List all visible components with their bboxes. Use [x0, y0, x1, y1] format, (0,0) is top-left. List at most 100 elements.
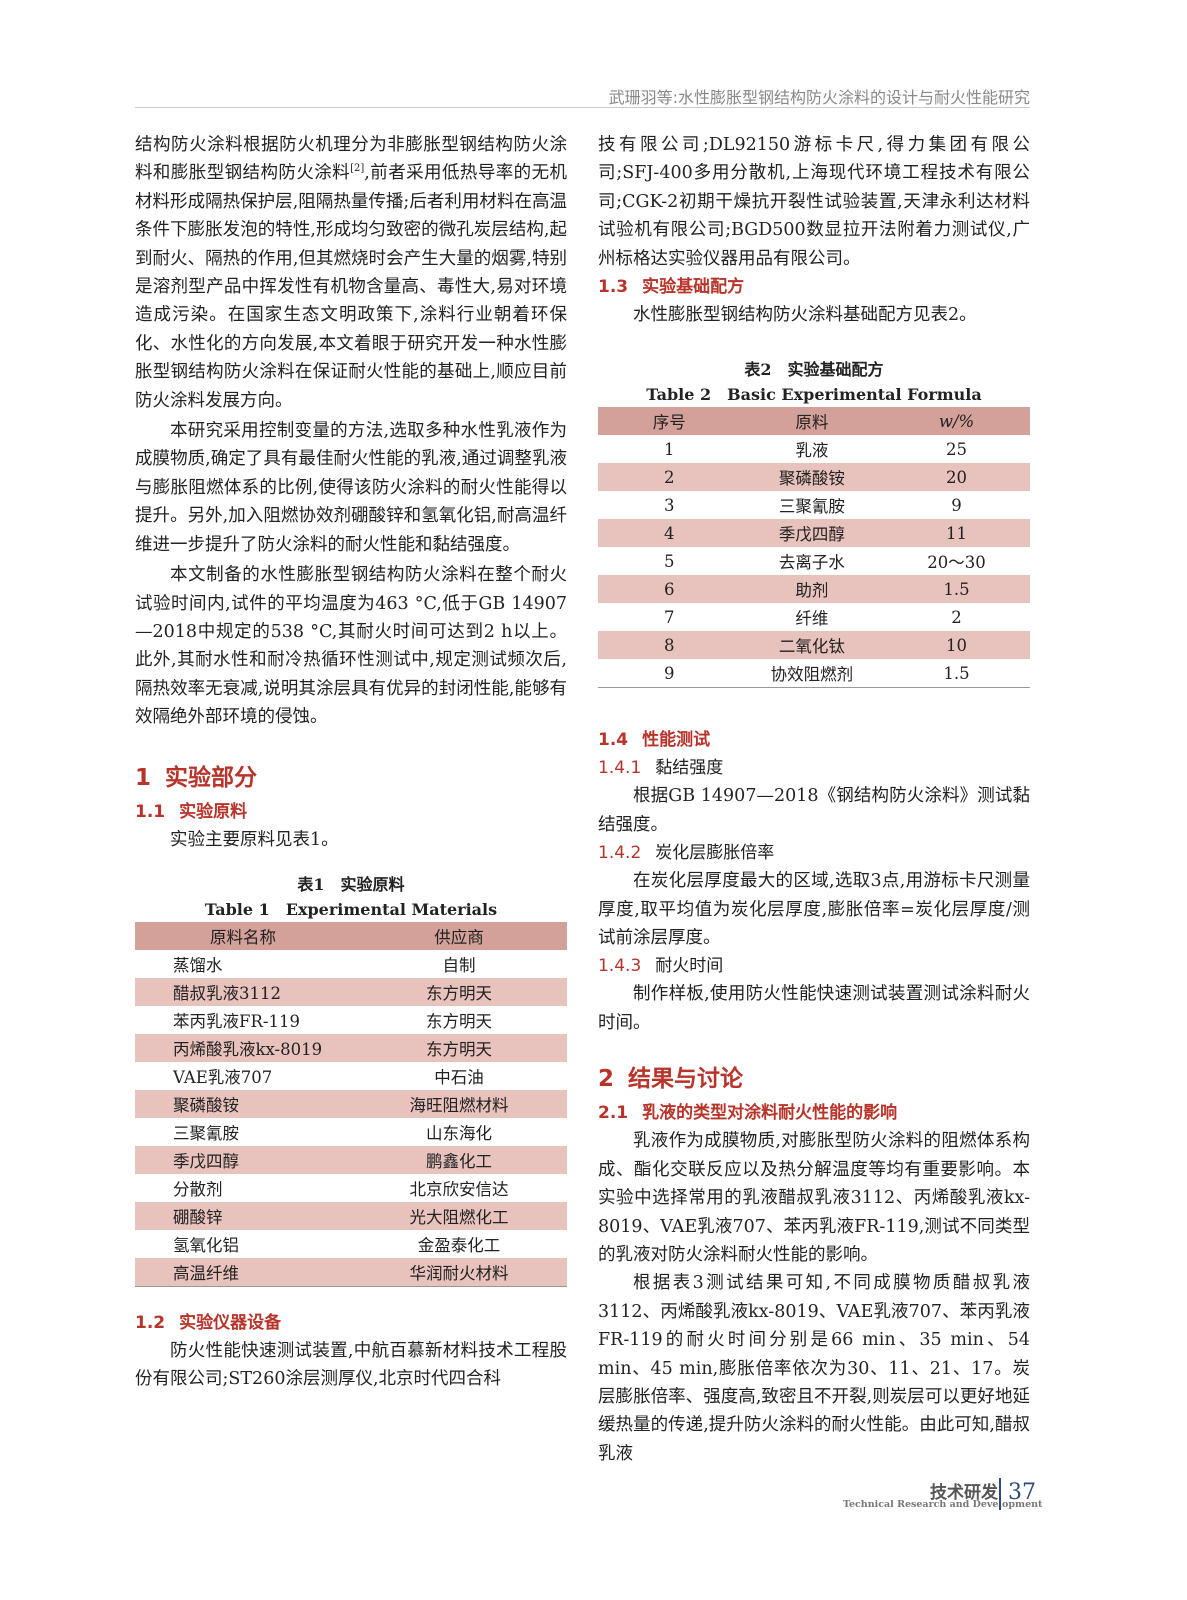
section-title: 结果与讨论	[628, 1066, 744, 1093]
table-cell: 蒸馏水	[173, 955, 223, 975]
paragraph: 本文制备的水性膨胀型钢结构防火涂料在整个耐火试验时间内,试件的平均温度为463 …	[135, 565, 567, 728]
table-row: 7 纤维 2	[598, 603, 1030, 631]
table-cell: 11	[946, 523, 968, 543]
section-title: 实验仪器设备	[179, 1312, 282, 1333]
section-number: 1.2	[135, 1312, 166, 1333]
section-number: 1.3	[598, 277, 629, 298]
table-row: 1 乳液 25	[598, 435, 1030, 463]
table-cell: 东方明天	[426, 983, 492, 1003]
subsubsection-heading: 1.4.2 炭化层膨胀倍率	[598, 839, 1030, 867]
table-cell: 乳液	[795, 441, 829, 461]
table-cell: 20～30	[927, 553, 986, 573]
section-number: 1	[135, 764, 152, 791]
section-number: 1.4.2	[598, 843, 642, 864]
table-caption-en: Table 1 Experimental Materials	[204, 899, 498, 919]
table-cell: 20	[946, 467, 968, 487]
table-cell: 1.5	[943, 579, 970, 599]
column-header: 序号	[652, 413, 686, 433]
table-header-row: 原料名称 供应商	[135, 921, 567, 950]
table-cell: 去离子水	[778, 553, 845, 573]
section-number: 2.1	[598, 1103, 629, 1124]
paragraph: 本研究采用控制变量的方法,选取多种水性乳液作为成膜物质,确定了具有最佳耐火性能的…	[135, 421, 567, 555]
table-row: 6 助剂 1.5	[598, 575, 1030, 604]
table-row: 苯丙乳液FR-119 东方明天	[135, 1006, 567, 1034]
table-cell: 三聚氰胺	[173, 1123, 239, 1143]
subsubsection-heading: 1.4.3 耐火时间	[598, 952, 1030, 980]
table-row: 蒸馏水 自制	[135, 950, 567, 978]
subsection-heading: 1.3 实验基础配方	[598, 273, 1030, 301]
table-cell: 聚磷酸铵	[778, 469, 845, 489]
table-cell: 8	[664, 635, 675, 655]
section-number: 1.4.3	[598, 956, 642, 977]
subsection-heading: 1.1 实验原料	[135, 798, 567, 826]
table-row: 高温纤维 华润耐火材料	[135, 1257, 567, 1287]
section-number: 1.4.1	[598, 758, 642, 779]
table-caption-cn: 表1 实验原料	[297, 874, 405, 894]
table-header-row: 序号 原料 w/%	[598, 407, 1030, 436]
section-title: 实验原料	[179, 801, 248, 822]
table-cell: 中石油	[434, 1067, 484, 1087]
table-cell: 3	[664, 495, 675, 515]
paragraph: 水性膨胀型钢结构防火涂料基础配方见表2。	[633, 305, 977, 326]
table-cell: 5	[664, 551, 675, 571]
section-title: 耐火时间	[655, 956, 724, 977]
table-cell: 1.5	[943, 663, 970, 683]
table-row: 5 去离子水 20～30	[598, 547, 1030, 575]
table-cell: 协效阻燃剂	[770, 665, 854, 685]
table-row: 硼酸锌 光大阻燃化工	[135, 1201, 567, 1230]
table-cell: 季戊四醇	[173, 1151, 239, 1171]
subsection-heading: 1.2 实验仪器设备	[135, 1309, 567, 1337]
table-cell: VAE乳液707	[173, 1067, 273, 1087]
formula-table: 序号 原料 w/% 1 乳液 25 2 聚磷酸铵 20 3 三聚氰胺 9 4 季戊四醇 11 5 去离子水…	[598, 407, 1030, 688]
section-title: 黏结强度	[655, 758, 724, 779]
left-column: 结构防火涂料根据防火机理分为非膨胀型钢结构防火涂料和膨胀型钢结构防火涂料[2],…	[135, 131, 567, 1394]
section-heading: 2 结果与讨论	[598, 1059, 1030, 1093]
footer-divider	[999, 1478, 1001, 1510]
table-row: 2 聚磷酸铵 20	[598, 463, 1030, 492]
section-title: 乳液的类型对涂料耐火性能的影响	[642, 1103, 898, 1124]
table-cell: 苯丙乳液FR-119	[173, 1011, 300, 1031]
table-cell: 纤维	[795, 609, 829, 629]
table-row: 丙烯酸乳液kx-8019 东方明天	[135, 1033, 567, 1062]
table-cell: 2	[664, 467, 675, 487]
right-column: 技有限公司;DL92150游标卡尺,得力集团有限公司;SFJ-400多用分散机,…	[598, 131, 1030, 1468]
table-cell: 季戊四醇	[778, 525, 845, 545]
text: ,前者采用低热导率的无机材料形成隔热保护层,阻隔热量传播;后者利用材料在高温条件…	[135, 163, 568, 411]
table-cell: 6	[664, 579, 675, 599]
table-cell: 三聚氰胺	[778, 497, 845, 517]
paragraph: 根据表3测试结果可知,不同成膜物质醋叔乳液3112、丙烯酸乳液kx-8019、V…	[598, 1273, 1030, 1464]
column-header: 原料	[795, 413, 829, 433]
subsubsection-heading: 1.4.1 黏结强度	[598, 754, 1030, 782]
table-row: 8 二氧化钛 10	[598, 631, 1030, 660]
table-cell: 助剂	[795, 581, 829, 601]
table-cell: 北京欣安信达	[409, 1179, 509, 1199]
table-cell: 4	[664, 523, 675, 543]
paragraph: 根据GB 14907—2018《钢结构防火涂料》测试黏结强度。	[598, 786, 1030, 835]
footer-section-en: Technical Research and Development	[843, 1499, 1043, 1510]
table-cell: 2	[951, 607, 962, 627]
table-cell: 9	[951, 495, 962, 515]
table-row: 季戊四醇 鹏鑫化工	[135, 1145, 567, 1174]
table-cell: 自制	[442, 955, 476, 975]
table-cell: 硼酸锌	[173, 1207, 223, 1227]
table-cell: 醋叔乳液3112	[173, 983, 281, 1003]
table-cell: 高温纤维	[173, 1263, 239, 1283]
table-row: 氢氧化铝 金盈泰化工	[135, 1230, 567, 1258]
column-header: 原料名称	[210, 927, 276, 947]
materials-table: 原料名称 供应商 蒸馏水 自制 醋叔乳液3112 东方明天 苯丙乳液FR-119 东方明天…	[135, 921, 567, 1287]
section-title: 性能测试	[642, 730, 711, 751]
table-cell: 东方明天	[426, 1011, 492, 1031]
table-2: 表2 实验基础配方 Table 2 Basic Experimental For…	[598, 357, 1030, 688]
paragraph: 结构防火涂料根据防火机理分为非膨胀型钢结构防火涂料和膨胀型钢结构防火涂料[2],…	[135, 131, 567, 415]
column-header: 供应商	[434, 927, 484, 947]
table-1: 表1 实验原料 Table 1 Experimental Materials 原…	[135, 872, 567, 1287]
table-cell: 二氧化钛	[778, 637, 845, 657]
column-header: w/%	[938, 411, 975, 431]
paragraph: 技有限公司;DL92150游标卡尺,得力集团有限公司;SFJ-400多用分散机,…	[598, 135, 1030, 269]
section-title: 炭化层膨胀倍率	[655, 843, 775, 864]
table-caption-cn: 表2 实验基础配方	[744, 360, 884, 380]
section-number: 2	[598, 1066, 615, 1093]
table-row: 分散剂 北京欣安信达	[135, 1174, 567, 1202]
table-cell: 华润耐火材料	[409, 1263, 509, 1283]
table-row: VAE乳液707 中石油	[135, 1062, 567, 1090]
